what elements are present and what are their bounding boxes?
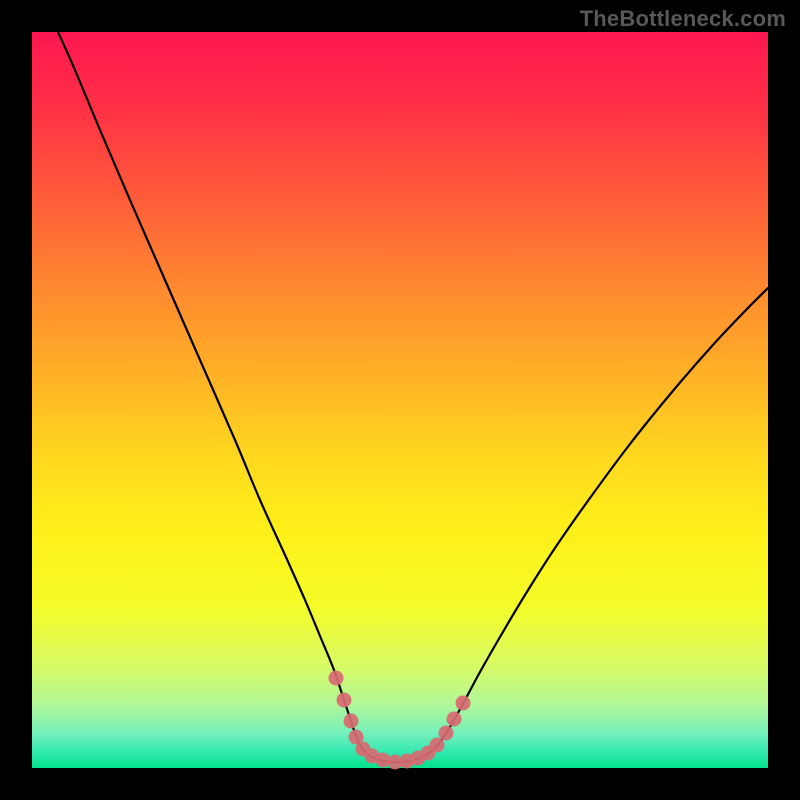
marker-point bbox=[344, 714, 359, 729]
marker-point bbox=[430, 738, 445, 753]
marker-point bbox=[337, 693, 352, 708]
marker-point bbox=[456, 696, 471, 711]
marker-point bbox=[439, 726, 454, 741]
watermark-text: TheBottleneck.com bbox=[580, 6, 786, 32]
marker-point bbox=[329, 671, 344, 686]
plot-background bbox=[32, 32, 768, 768]
chart-svg bbox=[0, 0, 800, 800]
marker-point bbox=[447, 712, 462, 727]
